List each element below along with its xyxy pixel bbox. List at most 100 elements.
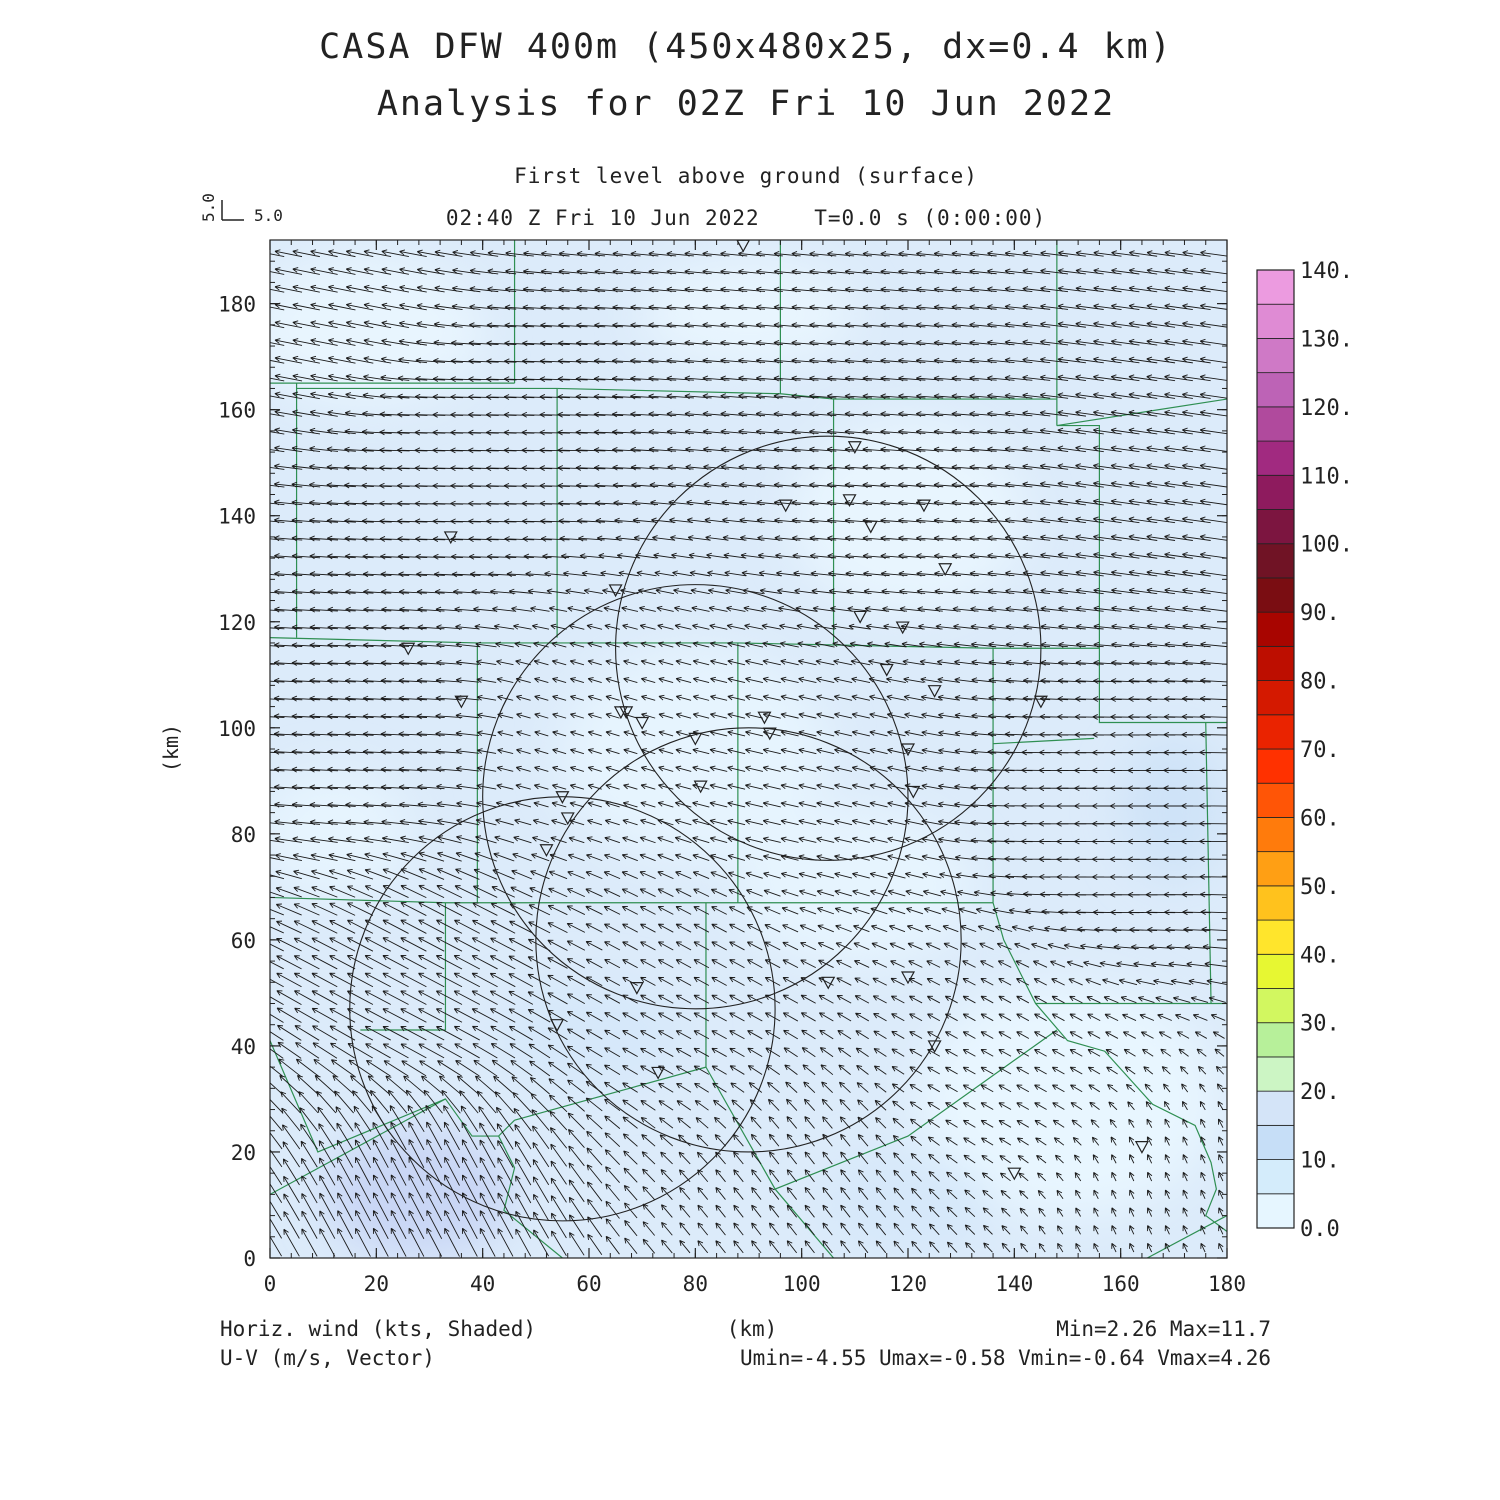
wind-vector <box>346 972 374 988</box>
wind-vector <box>776 570 801 577</box>
wind-vector <box>575 358 606 365</box>
wind-vector <box>764 941 781 951</box>
wind-vector <box>604 959 621 969</box>
wind-vector <box>521 358 553 365</box>
wind-vector <box>515 765 531 772</box>
wind-vector <box>702 251 730 257</box>
wind-vector <box>780 712 799 719</box>
wind-vector <box>533 801 549 808</box>
wind-vector <box>851 730 870 737</box>
wind-vector <box>361 518 392 525</box>
wind-vector <box>362 748 392 755</box>
wind-vector <box>623 783 638 790</box>
wind-vector <box>435 972 463 988</box>
wind-vector <box>816 676 835 684</box>
wind-vector <box>834 871 853 879</box>
reference-v-label: 5.0 <box>199 193 218 222</box>
wind-vector <box>800 994 816 1004</box>
wind-vector <box>568 1214 585 1238</box>
wind-vector <box>709 836 728 844</box>
wind-vector <box>746 889 763 897</box>
wind-vector <box>416 695 445 702</box>
wind-vector <box>270 306 285 311</box>
x-tick-label: 80 <box>683 1272 708 1296</box>
wind-vector <box>587 641 602 648</box>
wind-vector <box>857 1222 869 1236</box>
wind-vector <box>344 695 374 702</box>
wind-vector <box>485 394 517 400</box>
wind-vector <box>720 251 748 257</box>
wind-vector <box>487 268 517 275</box>
wind-vector <box>630 304 659 311</box>
wind-vector <box>679 1239 691 1254</box>
wind-vector <box>335 1106 354 1132</box>
wind-vector <box>327 391 356 399</box>
wind-vector <box>622 1082 638 1093</box>
wind-vector <box>666 411 694 417</box>
wind-vector <box>487 304 517 311</box>
wind-vector <box>780 765 799 772</box>
wind-vector <box>277 1041 302 1059</box>
wind-vector <box>711 941 727 951</box>
wind-vector <box>362 695 392 702</box>
wind-vector <box>679 1186 691 1200</box>
wind-vector <box>727 783 746 790</box>
wind-vector <box>292 819 321 826</box>
wind-vector <box>292 338 320 346</box>
wind-vector <box>687 517 711 524</box>
wind-vector <box>755 428 783 435</box>
wind-vector <box>472 902 498 916</box>
wind-vector <box>738 268 766 275</box>
wind-vector <box>576 250 606 257</box>
wind-vector <box>521 518 553 525</box>
wind-vector <box>546 588 568 595</box>
wind-vector <box>270 1013 284 1023</box>
wind-vector <box>309 445 339 452</box>
wind-vector <box>641 730 656 737</box>
wind-vector <box>382 919 409 934</box>
wind-vector <box>623 677 638 684</box>
wind-vector <box>570 712 585 719</box>
wind-vector <box>309 642 338 649</box>
wind-vector <box>270 891 285 898</box>
wind-vector <box>433 358 463 364</box>
wind-vector <box>709 641 728 648</box>
wind-vector <box>355 1192 371 1222</box>
wind-vector <box>809 268 837 275</box>
wind-vector <box>344 731 374 738</box>
wind-vector <box>816 871 835 879</box>
wind-vector <box>714 1116 727 1129</box>
wind-vector <box>751 1240 762 1254</box>
wind-vector <box>844 304 872 311</box>
wind-vector <box>791 304 819 311</box>
wind-vector <box>611 429 641 436</box>
wind-vector <box>708 588 728 595</box>
wind-vector <box>822 1186 833 1200</box>
wind-vector <box>692 836 710 844</box>
wind-vector <box>468 536 499 542</box>
wind-vector <box>468 376 499 383</box>
wind-vector <box>611 358 641 364</box>
wind-vector <box>745 712 764 719</box>
wind-vector <box>676 1082 692 1093</box>
wind-vector <box>311 955 338 970</box>
wind-vector <box>270 1179 283 1203</box>
wind-vector <box>291 784 321 791</box>
wind-vector <box>797 641 817 648</box>
wind-vector <box>355 1210 371 1240</box>
wind-vector <box>604 853 621 862</box>
wind-vector <box>755 339 783 346</box>
wind-vector <box>472 1043 498 1059</box>
wind-vector <box>569 801 585 808</box>
wind-vector <box>293 920 320 934</box>
wind-vector <box>330 1042 356 1059</box>
wind-vector <box>611 411 641 418</box>
wind-vector <box>423 1089 443 1114</box>
wind-vector <box>729 959 745 969</box>
wind-vector <box>622 959 638 969</box>
county-line <box>774 1188 835 1258</box>
wind-vector <box>727 818 746 826</box>
wind-vector <box>809 357 837 364</box>
wind-vector <box>587 712 602 719</box>
